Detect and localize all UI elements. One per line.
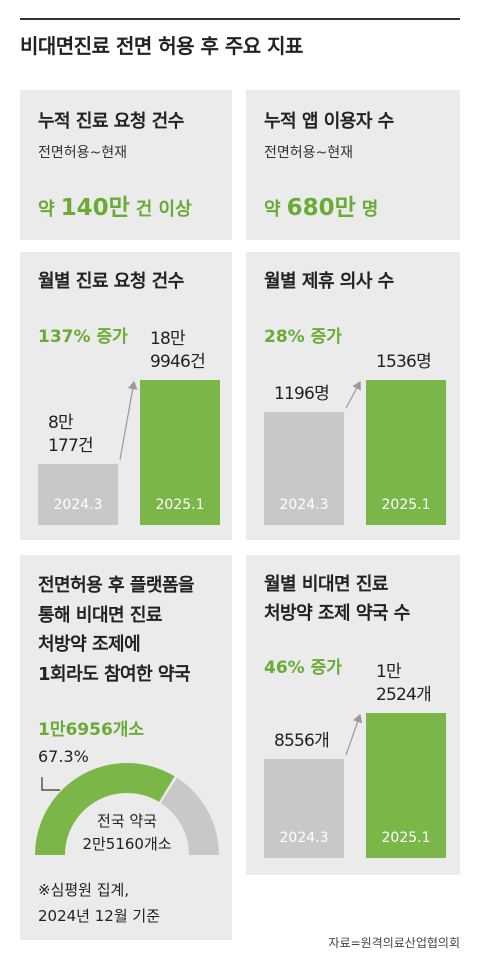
card-title: 누적 진료 요청 건수 [38,111,184,132]
category-label: 2024.3 [279,497,329,513]
chart-title: 월별 제휴 의사 수 [264,271,394,292]
chart-title: 전면허용 후 플랫폼을 통해 비대면 진료 처방약 조제에 1회라도 참여한 약… [38,575,195,686]
category-label: 2025.1 [155,497,205,513]
top-rule [20,18,460,20]
bar [264,758,344,858]
bar [140,380,220,525]
value-label: 18만 9946건 [150,329,206,373]
note: ※심평원 집계, 2024년 12월 기준 [38,881,160,926]
source: 자료=원격의료산업협의회 [328,936,461,950]
arrow [345,380,361,409]
page-title: 비대면진료 전면 허용 후 주요 지표 [20,34,303,58]
card-value-prefix: 약 [264,199,281,220]
bar [38,463,118,525]
arrow-layer [119,380,138,460]
annotation: 1만6956개소 [38,720,145,740]
bar [366,380,446,525]
card-title: 누적 앱 이용자 수 [264,111,394,132]
chart-card: 전면허용 후 플랫폼을 통해 비대면 진료 처방약 조제에 1회라도 참여한 약… [20,555,232,940]
chart-title: 월별 진료 요청 건수 [38,271,184,292]
card-value-row: 약 680만 명 [264,188,378,222]
annotation: 46% 증가 [264,658,342,678]
arrow-layer [345,380,361,409]
gauge [35,763,219,855]
chart-card: 월별 비대면 진료 처방약 조제 약국 수 46% 증가 2024.3 8556개 20… [246,555,460,875]
gauge-value [35,763,175,855]
card-value-suffix: 명 [361,199,379,220]
card-value: 140만 [60,195,130,221]
bar [264,412,344,525]
value-label: 1만 2524개 [376,662,432,706]
chart-title: 월별 비대면 진료 처방약 조제 약국 수 [264,574,410,624]
category-label: 2025.1 [381,497,431,513]
chart-card: 월별 제휴 의사 수 28% 증가 2024.3 1196명 2025.1 1536명 [246,252,460,540]
arrow [345,713,363,756]
gauge-rest [160,777,219,855]
value-label: 1196명 [274,384,330,405]
total-label: 전국 약국 2만5160개소 [82,812,172,854]
arrow [119,380,138,460]
card-subtitle: 전면허용~현재 [264,145,354,161]
value-label: 8556개 [274,731,330,752]
category-label: 2024.3 [279,830,329,846]
annotation: 137% 증가 [38,327,128,347]
card-value-suffix: 건 이상 [135,199,192,220]
value-label: 8만 177건 [48,412,94,456]
leader [41,777,60,791]
annotation: 28% 증가 [264,327,342,347]
card-value: 680만 [286,195,356,221]
arrow-layer [345,713,363,756]
category-label: 2025.1 [381,830,431,846]
category-label: 2024.3 [53,497,103,513]
bar [366,713,446,858]
card-subtitle: 전면허용~현재 [38,145,128,161]
chart-card: 월별 진료 요청 건수 137% 증가 2024.3 8만 177건 2025.1 18만… [20,252,232,540]
card-value-row: 약 140만 건 이상 [38,188,192,222]
card-value-prefix: 약 [38,199,55,220]
value-label: 1536명 [376,352,432,373]
value-label: 67.3% [38,747,89,766]
